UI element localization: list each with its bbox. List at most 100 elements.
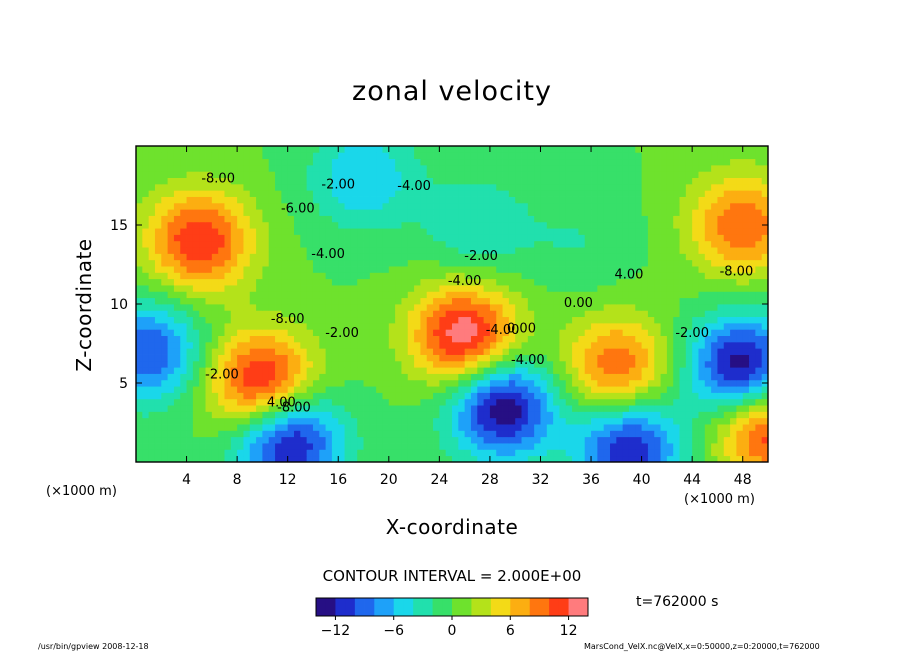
heatmap-cell bbox=[249, 455, 257, 462]
heatmap-cell bbox=[591, 146, 598, 153]
heatmap-cell bbox=[458, 411, 466, 419]
heatmap-cell bbox=[325, 177, 333, 185]
heatmap-cell bbox=[483, 430, 491, 438]
heatmap-cell bbox=[350, 215, 358, 223]
heatmap-cell bbox=[736, 146, 744, 153]
heatmap-cell bbox=[502, 183, 510, 191]
heatmap-cell bbox=[477, 348, 484, 355]
heatmap-cell bbox=[565, 164, 573, 172]
heatmap-cell bbox=[319, 405, 326, 412]
heatmap-cell bbox=[470, 297, 478, 305]
heatmap-cell bbox=[584, 177, 592, 185]
heatmap-cell bbox=[635, 272, 642, 280]
heatmap-cell bbox=[452, 354, 459, 362]
heatmap-cell bbox=[736, 436, 744, 444]
heatmap-cell bbox=[635, 386, 642, 393]
heatmap-cell bbox=[439, 341, 447, 349]
heatmap-cell bbox=[749, 183, 756, 191]
heatmap-cell bbox=[597, 316, 605, 324]
heatmap-cell bbox=[628, 183, 636, 191]
heatmap-cell bbox=[256, 240, 263, 248]
heatmap-cell bbox=[527, 177, 535, 185]
heatmap-cell bbox=[654, 348, 661, 355]
heatmap-cell bbox=[331, 310, 339, 318]
heatmap-cell bbox=[704, 449, 712, 457]
heatmap-cell bbox=[597, 228, 605, 235]
heatmap-cell bbox=[256, 177, 263, 185]
heatmap-cell bbox=[704, 234, 712, 242]
heatmap-cell bbox=[445, 322, 453, 330]
heatmap-cell bbox=[508, 278, 516, 286]
heatmap-cell bbox=[666, 272, 674, 280]
heatmap-cell bbox=[407, 202, 415, 210]
heatmap-cell bbox=[338, 322, 345, 330]
heatmap-cell bbox=[173, 190, 181, 197]
heatmap-cell bbox=[148, 329, 156, 336]
heatmap-cell bbox=[192, 152, 200, 160]
heatmap-cell bbox=[319, 316, 326, 324]
heatmap-cell bbox=[521, 329, 529, 336]
heatmap-cell bbox=[591, 221, 598, 229]
heatmap-cell bbox=[445, 278, 453, 286]
heatmap-cell bbox=[148, 335, 156, 343]
heatmap-cell bbox=[237, 285, 244, 292]
heatmap-cell bbox=[344, 379, 352, 387]
heatmap-cell bbox=[565, 348, 573, 355]
heatmap-cell bbox=[628, 228, 636, 235]
heatmap-cell bbox=[458, 436, 466, 444]
heatmap-cell bbox=[294, 291, 301, 299]
heatmap-cell bbox=[167, 183, 175, 191]
heatmap-cell bbox=[685, 360, 693, 368]
heatmap-cell bbox=[388, 348, 396, 355]
heatmap-cell bbox=[142, 310, 150, 318]
heatmap-cell bbox=[186, 228, 194, 235]
heatmap-cell bbox=[388, 316, 396, 324]
heatmap-cell bbox=[275, 164, 282, 172]
heatmap-cell bbox=[414, 177, 421, 185]
heatmap-cell bbox=[483, 354, 491, 362]
heatmap-cell bbox=[711, 373, 718, 381]
heatmap-cell bbox=[395, 234, 402, 242]
heatmap-cell bbox=[647, 164, 655, 172]
heatmap-cell bbox=[148, 240, 156, 248]
heatmap-cell bbox=[584, 417, 592, 425]
heatmap-cell bbox=[477, 158, 484, 166]
heatmap-cell bbox=[742, 449, 750, 457]
heatmap-cell bbox=[711, 304, 718, 311]
heatmap-cell bbox=[350, 177, 358, 185]
heatmap-cell bbox=[439, 379, 447, 387]
heatmap-cell bbox=[603, 209, 611, 216]
heatmap-cell bbox=[742, 398, 750, 406]
heatmap-cell bbox=[319, 329, 326, 336]
heatmap-cell bbox=[597, 310, 605, 318]
heatmap-cell bbox=[439, 335, 447, 343]
heatmap-cell bbox=[268, 297, 276, 305]
heatmap-cell bbox=[641, 316, 649, 324]
heatmap-cell bbox=[483, 209, 491, 216]
heatmap-cell bbox=[597, 247, 605, 254]
heatmap-cell bbox=[508, 228, 516, 235]
heatmap-cell bbox=[641, 386, 649, 393]
heatmap-cell bbox=[464, 297, 472, 305]
heatmap-cell bbox=[237, 417, 244, 425]
heatmap-cell bbox=[458, 392, 466, 400]
heatmap-cell bbox=[180, 304, 187, 311]
heatmap-cell bbox=[306, 379, 314, 387]
heatmap-cell bbox=[357, 247, 364, 254]
heatmap-cell bbox=[312, 398, 320, 406]
heatmap-cell bbox=[730, 247, 737, 254]
heatmap-cell bbox=[578, 278, 586, 286]
heatmap-cell bbox=[584, 436, 592, 444]
heatmap-cell bbox=[331, 341, 339, 349]
heatmap-cell bbox=[749, 196, 756, 204]
heatmap-cell bbox=[439, 329, 447, 336]
heatmap-cell bbox=[199, 341, 206, 349]
heatmap-cell bbox=[515, 386, 522, 393]
heatmap-cell bbox=[382, 430, 390, 438]
heatmap-cell bbox=[388, 253, 396, 261]
heatmap-cell bbox=[565, 436, 573, 444]
heatmap-cell bbox=[350, 146, 358, 153]
heatmap-cell bbox=[692, 190, 699, 197]
heatmap-cell bbox=[312, 386, 320, 393]
heatmap-cell bbox=[325, 449, 333, 457]
